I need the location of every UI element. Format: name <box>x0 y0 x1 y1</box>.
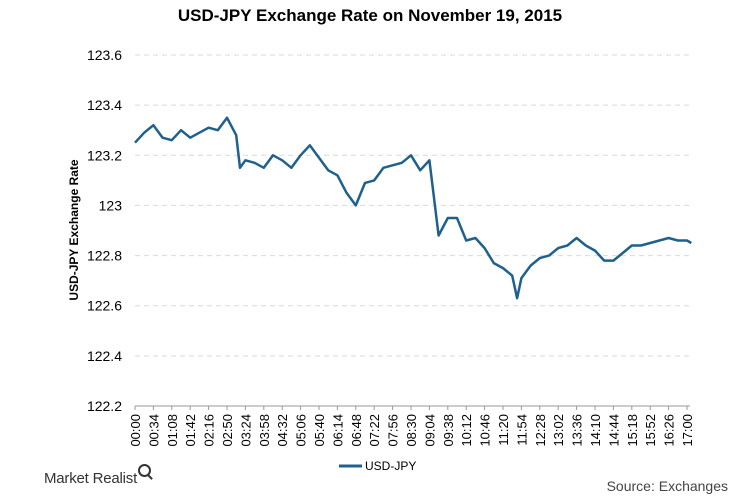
y-axis-label: USD-JPY Exchange Rate <box>67 159 81 300</box>
y-tick-label: 122.6 <box>87 298 122 314</box>
series-line-usd-jpy <box>134 116 692 300</box>
x-tick-label: 00:34 <box>146 414 161 447</box>
x-tick-label: 05:06 <box>294 414 309 447</box>
x-tick-label: 05:40 <box>312 414 327 447</box>
x-tick-label: 10:46 <box>478 414 493 447</box>
x-tick-label: 07:22 <box>367 414 382 447</box>
x-tick-label: 09:04 <box>422 414 437 447</box>
x-axis: 00:00 00:34 01:08 01:42 02:16 02:50 03:24 03:58… <box>128 406 695 447</box>
y-tick-label: 122.4 <box>87 348 122 364</box>
x-tick-label: 04:32 <box>275 414 290 447</box>
x-tick-label: 16:26 <box>662 414 677 447</box>
y-tick-label: 123.4 <box>87 97 122 113</box>
y-tick-label: 122.2 <box>87 398 122 414</box>
x-tick-label: 14:44 <box>606 414 621 447</box>
y-tick-label: 122.8 <box>87 248 122 264</box>
gridlines <box>135 54 690 407</box>
brand-logo: Market Realist <box>44 464 152 487</box>
x-tick-label: 10:12 <box>459 414 474 447</box>
x-tick-label: 01:08 <box>165 414 180 447</box>
chart-title: USD-JPY Exchange Rate on November 19, 20… <box>177 6 563 25</box>
y-tick-label: 123 <box>99 197 123 213</box>
legend-label: USD-JPY <box>365 459 416 473</box>
y-axis: 123.6 123.4 123.2 123 122.8 122.6 122.4 122.2 <box>87 47 122 414</box>
y-tick-label: 123.6 <box>87 47 122 63</box>
x-tick-label: 06:48 <box>349 414 364 447</box>
x-tick-label: 12:28 <box>533 414 548 447</box>
x-tick-label: 06:14 <box>330 414 345 447</box>
y-tick-label: 123.2 <box>87 147 122 163</box>
x-tick-label: 13:02 <box>551 414 566 447</box>
source-note: Source: Exchanges <box>606 478 728 494</box>
x-tick-label: 11:54 <box>514 414 529 446</box>
x-tick-label: 08:30 <box>404 414 419 447</box>
series-layer <box>134 116 692 300</box>
x-tick-label: 07:56 <box>386 414 401 447</box>
brand-name: Market Realist <box>44 470 138 487</box>
x-tick-label: 02:50 <box>220 414 235 447</box>
x-tick-label: 03:24 <box>238 414 253 447</box>
x-tick-label: 03:58 <box>257 414 272 447</box>
x-tick-label: 01:42 <box>183 414 198 447</box>
magnifier-icon <box>138 464 152 477</box>
x-tick-label: 13:36 <box>570 414 585 447</box>
x-tick-label: 02:16 <box>202 414 217 447</box>
x-tick-label: 00:00 <box>128 414 143 447</box>
legend: USD-JPY <box>339 459 416 473</box>
x-tick-label: 17:00 <box>680 414 695 447</box>
x-tick-label: 14:10 <box>588 414 603 447</box>
x-tick-label: 11:20 <box>496 414 511 446</box>
x-tick-label: 15:18 <box>625 414 640 447</box>
x-tick-label: 15:52 <box>643 414 658 447</box>
x-tick-label: 09:38 <box>441 414 456 447</box>
